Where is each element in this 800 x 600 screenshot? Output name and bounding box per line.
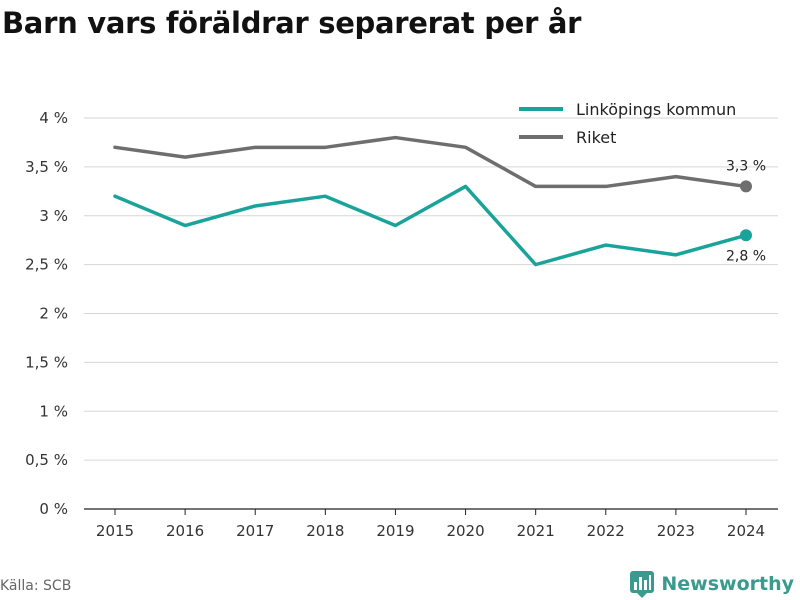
legend-label: Riket bbox=[576, 128, 616, 147]
x-tick-label: 2017 bbox=[236, 522, 274, 540]
data-point bbox=[740, 180, 752, 193]
y-tick-label: 3,5 % bbox=[25, 158, 68, 176]
axes: 0 % 0,5 % 1 % 1,5 % 2 % 2,5 % 3 % 3,5 % 4 % 2015 2… bbox=[25, 109, 778, 540]
y-tick-label: 0 % bbox=[39, 500, 68, 518]
x-tick-label: 2016 bbox=[166, 522, 204, 540]
x-tick-label: 2019 bbox=[376, 522, 414, 540]
series-lines bbox=[113, 135, 752, 267]
legend: Linköpings kommun Riket bbox=[519, 100, 736, 147]
y-tick-label: 4 % bbox=[39, 109, 68, 127]
x-tick-label: 2020 bbox=[446, 522, 484, 540]
x-tick-label: 2015 bbox=[96, 522, 134, 540]
y-tick-label: 2 % bbox=[39, 305, 68, 323]
series-line bbox=[113, 184, 748, 267]
y-tick-label: 2,5 % bbox=[25, 256, 68, 274]
grid-lines bbox=[84, 117, 778, 461]
end-value-label: 2,8 % bbox=[726, 248, 766, 264]
end-value-label: 3,3 % bbox=[726, 158, 766, 174]
bar-chart-logo-icon bbox=[630, 571, 655, 598]
data-point bbox=[740, 229, 752, 242]
x-tick-label: 2018 bbox=[306, 522, 344, 540]
x-tick-label: 2024 bbox=[727, 522, 765, 540]
series-line bbox=[113, 135, 748, 189]
brand-name: Newsworthy bbox=[661, 573, 794, 595]
y-tick-label: 0,5 % bbox=[25, 451, 68, 469]
x-tick-label: 2021 bbox=[517, 522, 555, 540]
x-tick-label: 2022 bbox=[587, 522, 625, 540]
brand-logo[interactable]: Newsworthy bbox=[629, 570, 794, 598]
source-note: Källa: SCB bbox=[0, 578, 72, 594]
y-tick-label: 1 % bbox=[39, 402, 68, 420]
y-tick-label: 3 % bbox=[39, 207, 68, 225]
legend-label: Linköpings kommun bbox=[576, 100, 736, 119]
y-tick-label: 1,5 % bbox=[25, 353, 68, 371]
x-tick-label: 2023 bbox=[657, 522, 695, 540]
chart-title: Barn vars föräldrar separerat per år bbox=[2, 6, 582, 40]
data-labels: 2,8 % 3,3 % bbox=[726, 158, 766, 264]
